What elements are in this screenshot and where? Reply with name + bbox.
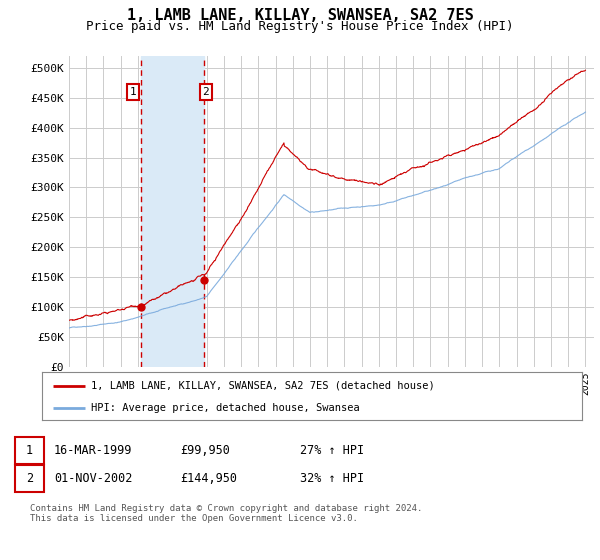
Text: 1, LAMB LANE, KILLAY, SWANSEA, SA2 7ES: 1, LAMB LANE, KILLAY, SWANSEA, SA2 7ES [127, 8, 473, 24]
Text: 27% ↑ HPI: 27% ↑ HPI [300, 444, 364, 458]
Text: 32% ↑ HPI: 32% ↑ HPI [300, 472, 364, 486]
Text: £144,950: £144,950 [180, 472, 237, 486]
Text: 2: 2 [26, 472, 33, 486]
Text: 2: 2 [202, 87, 209, 97]
Text: Contains HM Land Registry data © Crown copyright and database right 2024.
This d: Contains HM Land Registry data © Crown c… [30, 504, 422, 524]
Bar [142, 56, 204, 367]
Text: 1: 1 [26, 444, 33, 458]
Text: HPI: Average price, detached house, Swansea: HPI: Average price, detached house, Swan… [91, 403, 359, 413]
Text: Price paid vs. HM Land Registry's House Price Index (HPI): Price paid vs. HM Land Registry's House … [86, 20, 514, 32]
Text: £99,950: £99,950 [180, 444, 230, 458]
Text: 01-NOV-2002: 01-NOV-2002 [54, 472, 133, 486]
Text: 16-MAR-1999: 16-MAR-1999 [54, 444, 133, 458]
Text: 1, LAMB LANE, KILLAY, SWANSEA, SA2 7ES (detached house): 1, LAMB LANE, KILLAY, SWANSEA, SA2 7ES (… [91, 381, 434, 391]
Text: 1: 1 [130, 87, 136, 97]
